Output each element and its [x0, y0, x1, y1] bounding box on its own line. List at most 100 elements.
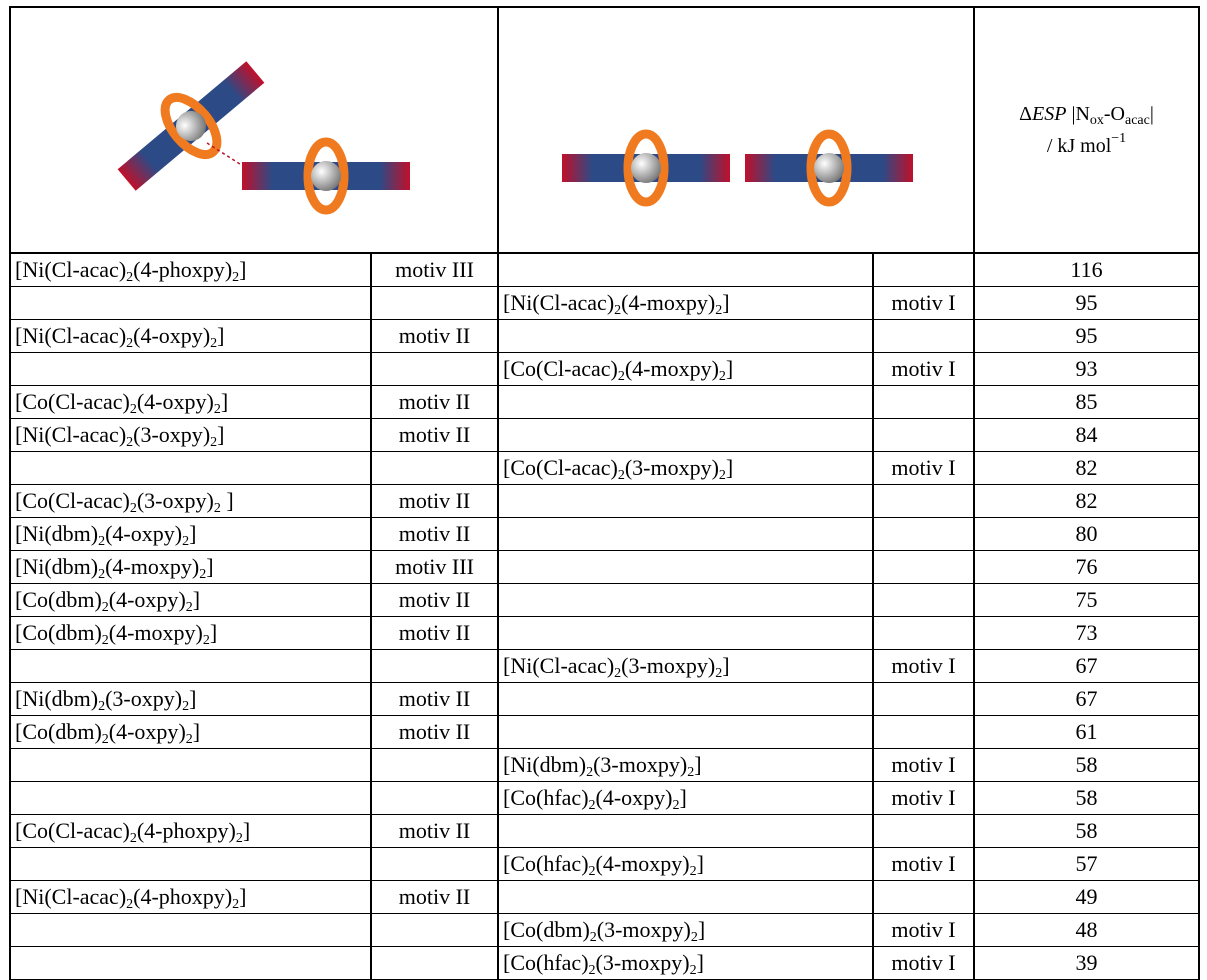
- esp: 95: [973, 319, 1200, 353]
- right-motif: [872, 616, 975, 650]
- left-compound: [9, 913, 372, 947]
- header-text: −1: [1111, 131, 1127, 146]
- esp: 84: [973, 418, 1200, 452]
- left-compound: [Ni(dbm)2(4-moxpy)2]: [9, 550, 372, 584]
- table-row: [Ni(dbm)2(3-oxpy)2] motiv II 67: [9, 682, 1200, 716]
- left-motif: motiv II: [370, 715, 499, 749]
- left-compound: [Ni(Cl-acac)2(4-phoxpy)2]: [9, 880, 372, 914]
- left-motif: motiv III: [370, 253, 499, 287]
- esp: 82: [973, 484, 1200, 518]
- motif-1-image: [497, 6, 975, 254]
- table-row: [Ni(Cl-acac)2(4-phoxpy)2] motiv II 49: [9, 880, 1200, 914]
- esp: 39: [973, 946, 1200, 980]
- left-motif: [370, 451, 499, 485]
- header-row: ΔESP |Nox-Oacac| / kJ mol−1: [9, 6, 1200, 254]
- esp: 58: [973, 814, 1200, 848]
- header-text: ESP: [1032, 103, 1067, 125]
- right-compound: [497, 715, 874, 749]
- right-motif: [872, 715, 975, 749]
- right-motif: [872, 484, 975, 518]
- motif-2-3-image: [9, 6, 499, 254]
- left-compound: [Ni(Cl-acac)2(4-oxpy)2]: [9, 319, 372, 353]
- left-compound: [9, 847, 372, 881]
- right-compound: [497, 550, 874, 584]
- table-row: [Co(Cl-acac)2(3-oxpy)2 ] motiv II 82: [9, 484, 1200, 518]
- right-motif: [872, 253, 975, 287]
- molecule-image: [11, 8, 498, 244]
- left-compound: [Co(dbm)2(4-oxpy)2]: [9, 715, 372, 749]
- left-motif: [370, 286, 499, 320]
- header-text: / kJ mol: [1046, 135, 1112, 157]
- right-compound: [497, 319, 874, 353]
- table-row: [Co(dbm)2(3-moxpy)2] motiv I 48: [9, 913, 1200, 947]
- right-compound: [497, 583, 874, 617]
- right-motif: [872, 418, 975, 452]
- left-compound: [9, 748, 372, 782]
- right-motif: motiv I: [872, 913, 975, 947]
- header-text: ox: [1089, 113, 1104, 128]
- table-row: [Co(Cl-acac)2(4-phoxpy)2] motiv II 58: [9, 814, 1200, 848]
- right-compound: [Co(Cl-acac)2(4-moxpy)2]: [497, 352, 874, 386]
- esp: 67: [973, 649, 1200, 683]
- esp: 58: [973, 748, 1200, 782]
- table-row: [Co(Cl-acac)2(3-moxpy)2] motiv I 82: [9, 451, 1200, 485]
- header-text: |N: [1071, 103, 1090, 125]
- right-motif: motiv I: [872, 352, 975, 386]
- table-row: [Ni(dbm)2(4-moxpy)2] motiv III 76: [9, 550, 1200, 584]
- right-compound: [497, 418, 874, 452]
- esp: 48: [973, 913, 1200, 947]
- left-compound: [9, 286, 372, 320]
- right-compound: [497, 814, 874, 848]
- left-motif: [370, 847, 499, 881]
- esp: 61: [973, 715, 1200, 749]
- right-compound: [497, 517, 874, 551]
- right-compound: [Co(hfac)2(3-moxpy)2]: [497, 946, 874, 980]
- table-row: [Co(hfac)2(3-moxpy)2] motiv I 39: [9, 946, 1200, 980]
- table-row: [Ni(Cl-acac)2(4-phoxpy)2] motiv III 116: [9, 253, 1200, 287]
- left-compound: [Co(Cl-acac)2(4-phoxpy)2]: [9, 814, 372, 848]
- right-compound: [Co(hfac)2(4-oxpy)2]: [497, 781, 874, 815]
- header-text: Δ: [1019, 103, 1032, 125]
- left-compound: [Co(Cl-acac)2(3-oxpy)2 ]: [9, 484, 372, 518]
- table-row: [Ni(Cl-acac)2(3-oxpy)2] motiv II 84: [9, 418, 1200, 452]
- esp: 73: [973, 616, 1200, 650]
- header-text: |: [1149, 103, 1154, 125]
- left-motif: motiv II: [370, 682, 499, 716]
- right-motif: [872, 583, 975, 617]
- left-compound: [9, 649, 372, 683]
- right-motif: motiv I: [872, 451, 975, 485]
- left-motif: motiv II: [370, 385, 499, 419]
- right-motif: [872, 682, 975, 716]
- esp: 75: [973, 583, 1200, 617]
- right-motif: motiv I: [872, 649, 975, 683]
- left-motif: [370, 748, 499, 782]
- right-motif: [872, 880, 975, 914]
- left-motif: motiv II: [370, 319, 499, 353]
- left-compound: [Ni(Cl-acac)2(3-oxpy)2]: [9, 418, 372, 452]
- esp: 82: [973, 451, 1200, 485]
- molecule-image: [499, 8, 974, 244]
- right-motif: [872, 385, 975, 419]
- table-row: [Ni(dbm)2(3-moxpy)2] motiv I 58: [9, 748, 1200, 782]
- header-text: -O: [1103, 103, 1125, 125]
- right-compound: [497, 385, 874, 419]
- right-motif: motiv I: [872, 847, 975, 881]
- left-motif: [370, 352, 499, 386]
- table-row: [Ni(Cl-acac)2(3-moxpy)2] motiv I 67: [9, 649, 1200, 683]
- esp-header: ΔESP |Nox-Oacac| / kJ mol−1: [973, 6, 1200, 254]
- table-row: [Co(dbm)2(4-oxpy)2] motiv II 75: [9, 583, 1200, 617]
- left-compound: [9, 352, 372, 386]
- esp: 76: [973, 550, 1200, 584]
- table-row: [Co(dbm)2(4-oxpy)2] motiv II 61: [9, 715, 1200, 749]
- esp: 67: [973, 682, 1200, 716]
- right-compound: [Ni(Cl-acac)2(3-moxpy)2]: [497, 649, 874, 683]
- table-row: [Co(dbm)2(4-moxpy)2] motiv II 73: [9, 616, 1200, 650]
- right-motif: [872, 517, 975, 551]
- left-compound: [9, 946, 372, 980]
- table-row: [Ni(Cl-acac)2(4-moxpy)2] motiv I 95: [9, 286, 1200, 320]
- left-compound: [Co(dbm)2(4-moxpy)2]: [9, 616, 372, 650]
- left-motif: [370, 946, 499, 980]
- table-row: [Ni(Cl-acac)2(4-oxpy)2] motiv II 95: [9, 319, 1200, 353]
- left-motif: [370, 649, 499, 683]
